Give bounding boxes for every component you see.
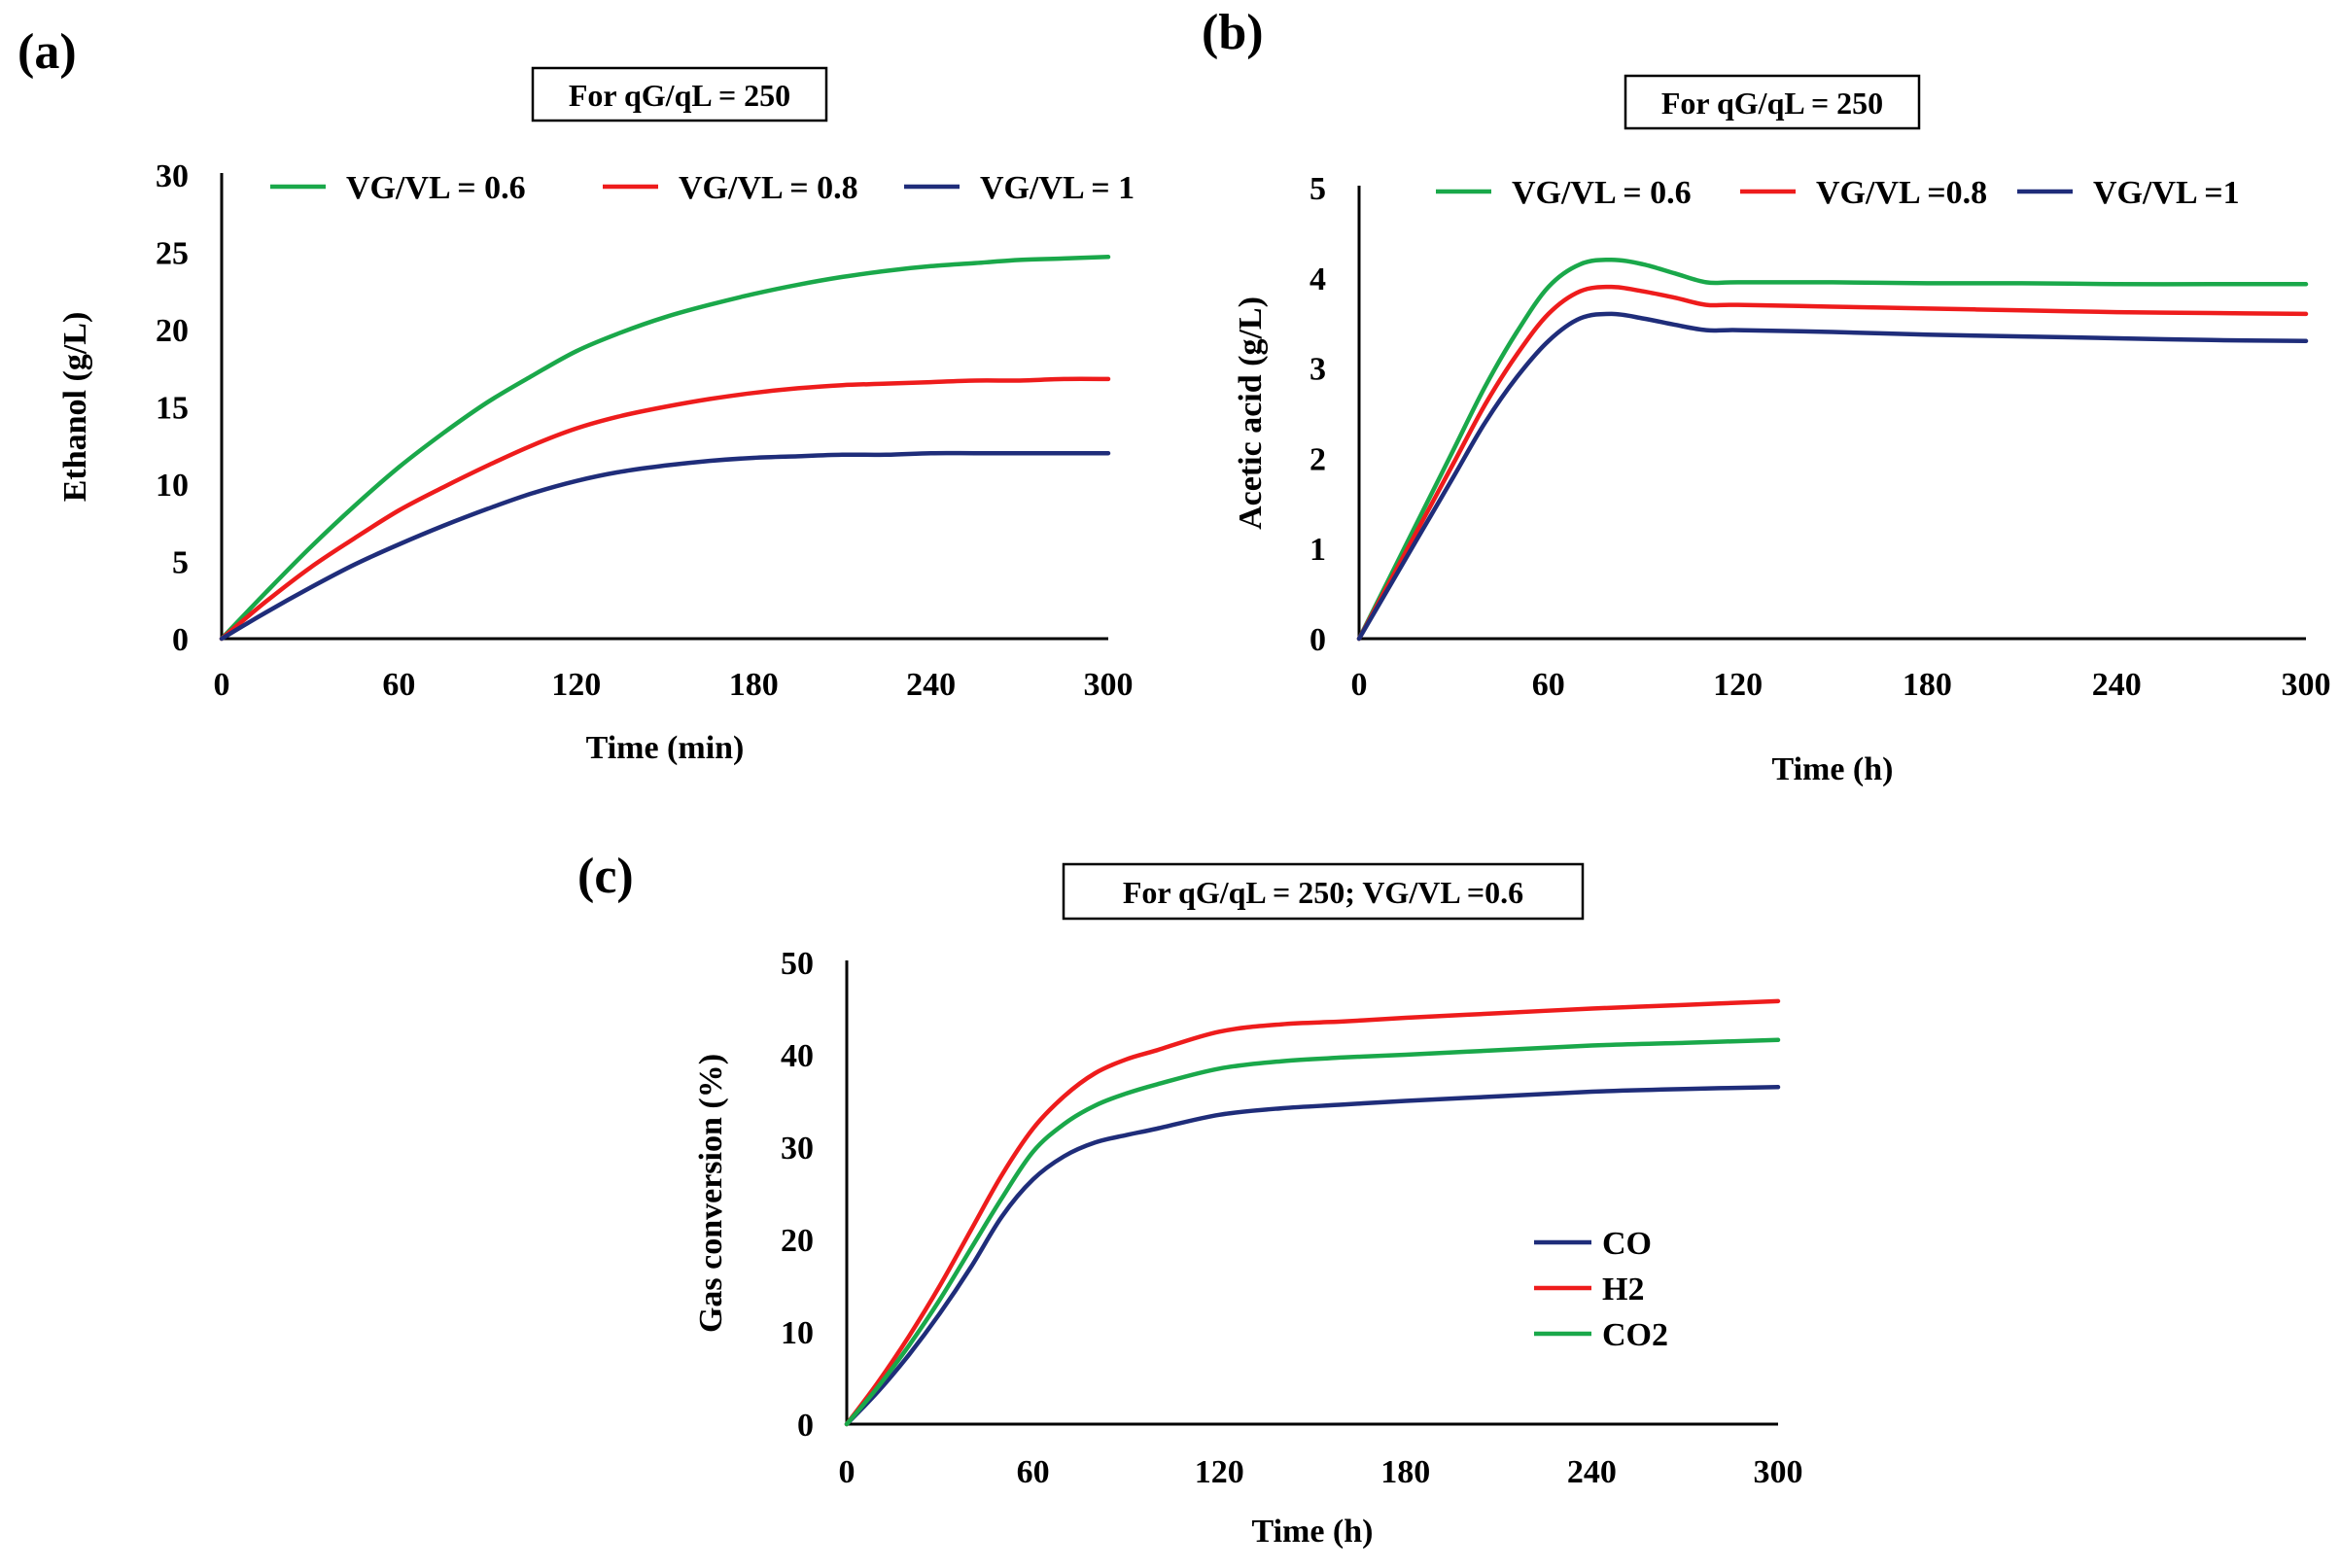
x-tick-label: 120 (1195, 1454, 1244, 1490)
x-tick-label: 300 (1754, 1454, 1803, 1490)
legend-label: CO (1602, 1226, 1652, 1262)
series-line-2 (844, 998, 1781, 1427)
x-axis-title: Time (h) (1252, 1514, 1374, 1550)
legend-label: H2 (1602, 1272, 1644, 1307)
y-tick-label: 20 (156, 313, 189, 349)
x-tick-label: 0 (839, 1454, 856, 1490)
series-line-3 (844, 1037, 1781, 1427)
legend-label: VG/VL =1 (2093, 175, 2240, 211)
x-tick-label: 240 (2092, 667, 2142, 703)
x-axis-title: Time (h) (1772, 751, 1894, 787)
y-tick-label: 10 (781, 1315, 814, 1351)
series-line-1 (1356, 257, 2309, 642)
y-tick-label: 25 (156, 236, 189, 272)
legend-label: VG/VL = 0.6 (346, 170, 526, 206)
x-tick-label: 240 (906, 667, 956, 703)
y-tick-label: 2 (1310, 441, 1326, 477)
x-tick-label: 240 (1567, 1454, 1617, 1490)
y-tick-label: 4 (1310, 261, 1326, 297)
series-line-2 (219, 376, 1111, 642)
legend-label: VG/VL = 0.6 (1512, 175, 1692, 211)
panel-c-title-box (1062, 862, 1585, 921)
legend: VG/VL = 0.6 VG/VL =0.8 VG/VL =1 (1436, 175, 2240, 211)
legend-label: CO2 (1602, 1317, 1668, 1353)
panel-a-title: For qG/qL = 250 (569, 78, 790, 113)
legend: CO H2 CO2 (1534, 1226, 1668, 1353)
y-tick-label: 5 (172, 545, 189, 581)
y-tick-label: 10 (156, 468, 189, 504)
panel-b-title: For qG/qL = 250 (1661, 86, 1883, 121)
panel-c-plot: 0 10 20 30 40 50 0 60 120 180 240 300 Time (h) Gas co… (693, 946, 1803, 1550)
y-tick-label: 0 (1310, 622, 1326, 658)
y-tick-label: 0 (172, 622, 189, 658)
x-tick-label: 60 (1017, 1454, 1050, 1490)
panel-a-title-box (531, 66, 828, 122)
y-axis-title: Gas conversion (%) (693, 1054, 729, 1333)
y-tick-label: 50 (781, 946, 814, 982)
x-tick-label: 180 (1380, 1454, 1430, 1490)
panel-b-label: (b) (1202, 5, 1264, 60)
y-tick-label: 5 (1310, 171, 1326, 207)
panel-b-title-box (1624, 74, 1921, 130)
y-tick-label: 3 (1310, 352, 1326, 388)
panel-c-label: (c) (577, 849, 634, 904)
series-line-1 (844, 1085, 1781, 1427)
legend: VG/VL = 0.6 VG/VL = 0.8 VG/VL = 1 (270, 170, 1135, 206)
x-tick-label: 120 (551, 667, 601, 703)
y-tick-label: 0 (797, 1408, 814, 1444)
y-axis-title: Ethanol (g/L) (57, 312, 93, 503)
y-tick-label: 15 (156, 391, 189, 427)
legend-label: VG/VL = 1 (980, 170, 1135, 206)
x-tick-label: 120 (1713, 667, 1763, 703)
x-tick-label: 300 (1084, 667, 1134, 703)
y-tick-label: 40 (781, 1038, 814, 1074)
x-tick-label: 60 (382, 667, 415, 703)
y-tick-label: 1 (1310, 532, 1326, 568)
panel-b: (b) For qG/qL = 250 0 1 2 3 4 5 0 60 120 180 240 30… (1202, 5, 2331, 787)
x-tick-label: 180 (1903, 667, 1952, 703)
y-tick-label: 20 (781, 1223, 814, 1259)
series-line-1 (219, 255, 1111, 642)
x-tick-label: 60 (1532, 667, 1565, 703)
series-line-3 (1356, 311, 2309, 642)
y-tick-label: 30 (156, 158, 189, 194)
panel-c: (c) For qG/qL = 250; VG/VL =0.6 0 10 20 30 4… (577, 849, 1803, 1550)
series-line-2 (1356, 284, 2309, 642)
panel-c-title: For qG/qL = 250; VG/VL =0.6 (1123, 875, 1523, 910)
legend-label: VG/VL = 0.8 (679, 170, 858, 206)
x-tick-label: 0 (1351, 667, 1368, 703)
x-tick-label: 0 (214, 667, 230, 703)
panel-a-label: (a) (17, 24, 77, 80)
x-tick-label: 180 (729, 667, 779, 703)
x-tick-label: 300 (2282, 667, 2331, 703)
y-tick-label: 30 (781, 1131, 814, 1167)
y-axis-title: Acetic acid (g/L) (1233, 296, 1269, 530)
legend-label: VG/VL =0.8 (1816, 175, 1987, 211)
panel-b-plot: 0 1 2 3 4 5 0 60 120 180 240 300 Time (h) Acetic acid… (1233, 171, 2331, 787)
series-line-3 (219, 450, 1111, 642)
x-axis-title: Time (min) (586, 730, 745, 766)
